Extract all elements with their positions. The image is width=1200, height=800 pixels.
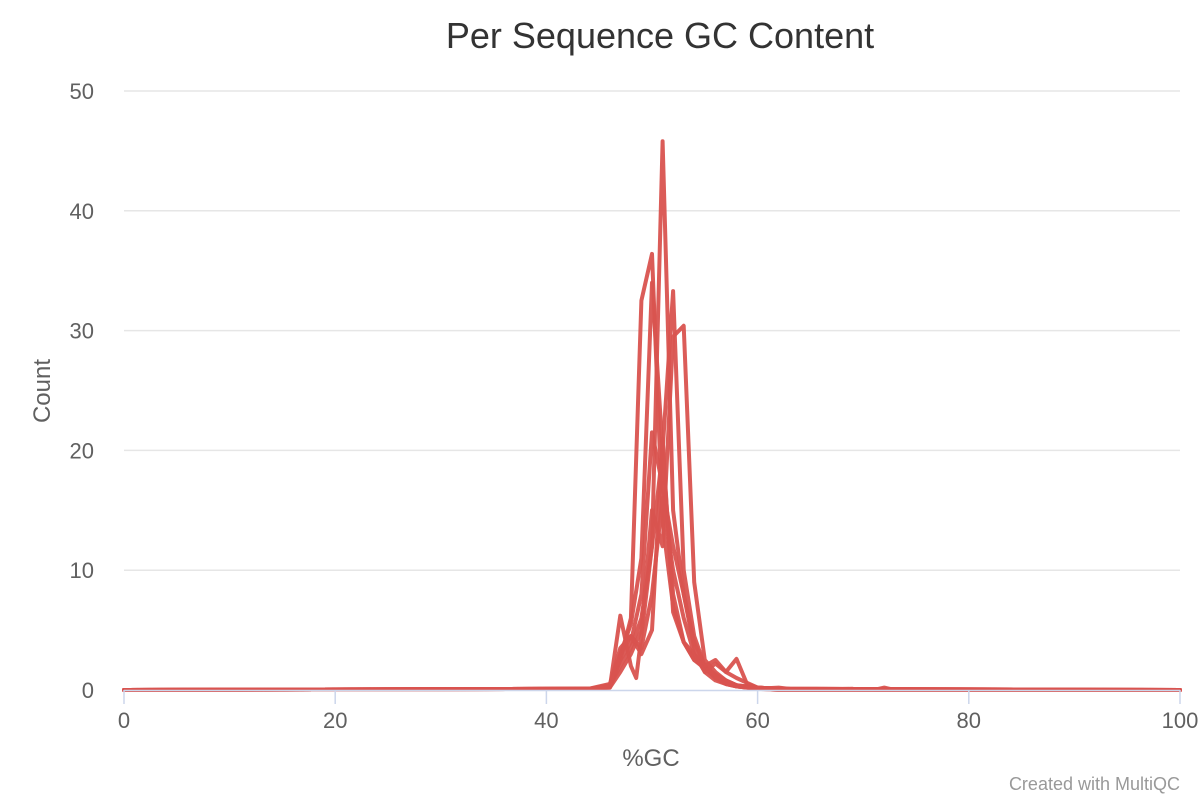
y-tick-label: 50	[70, 79, 94, 104]
y-tick-label: 10	[70, 558, 94, 583]
x-tick-label: 40	[534, 708, 558, 733]
x-tick-label: 0	[118, 708, 130, 733]
credit-text[interactable]: Created with MultiQC	[1009, 774, 1180, 794]
axes: 0 10 20 30 40 50 0 20 40 60 80 100	[70, 79, 1199, 733]
x-axis-label: %GC	[622, 745, 679, 772]
y-tick-label: 40	[70, 199, 94, 224]
chart-title: Per Sequence GC Content	[446, 15, 874, 56]
x-tick-label: 20	[323, 708, 347, 733]
y-axis-label: Count	[29, 359, 56, 423]
x-tick-label: 60	[745, 708, 769, 733]
series-group	[122, 139, 1182, 692]
x-tick-label: 100	[1162, 708, 1199, 733]
y-tick-label: 0	[82, 678, 94, 703]
y-tick-label: 30	[70, 319, 94, 344]
x-tick-label: 80	[957, 708, 981, 733]
y-tick-label: 20	[70, 438, 94, 463]
